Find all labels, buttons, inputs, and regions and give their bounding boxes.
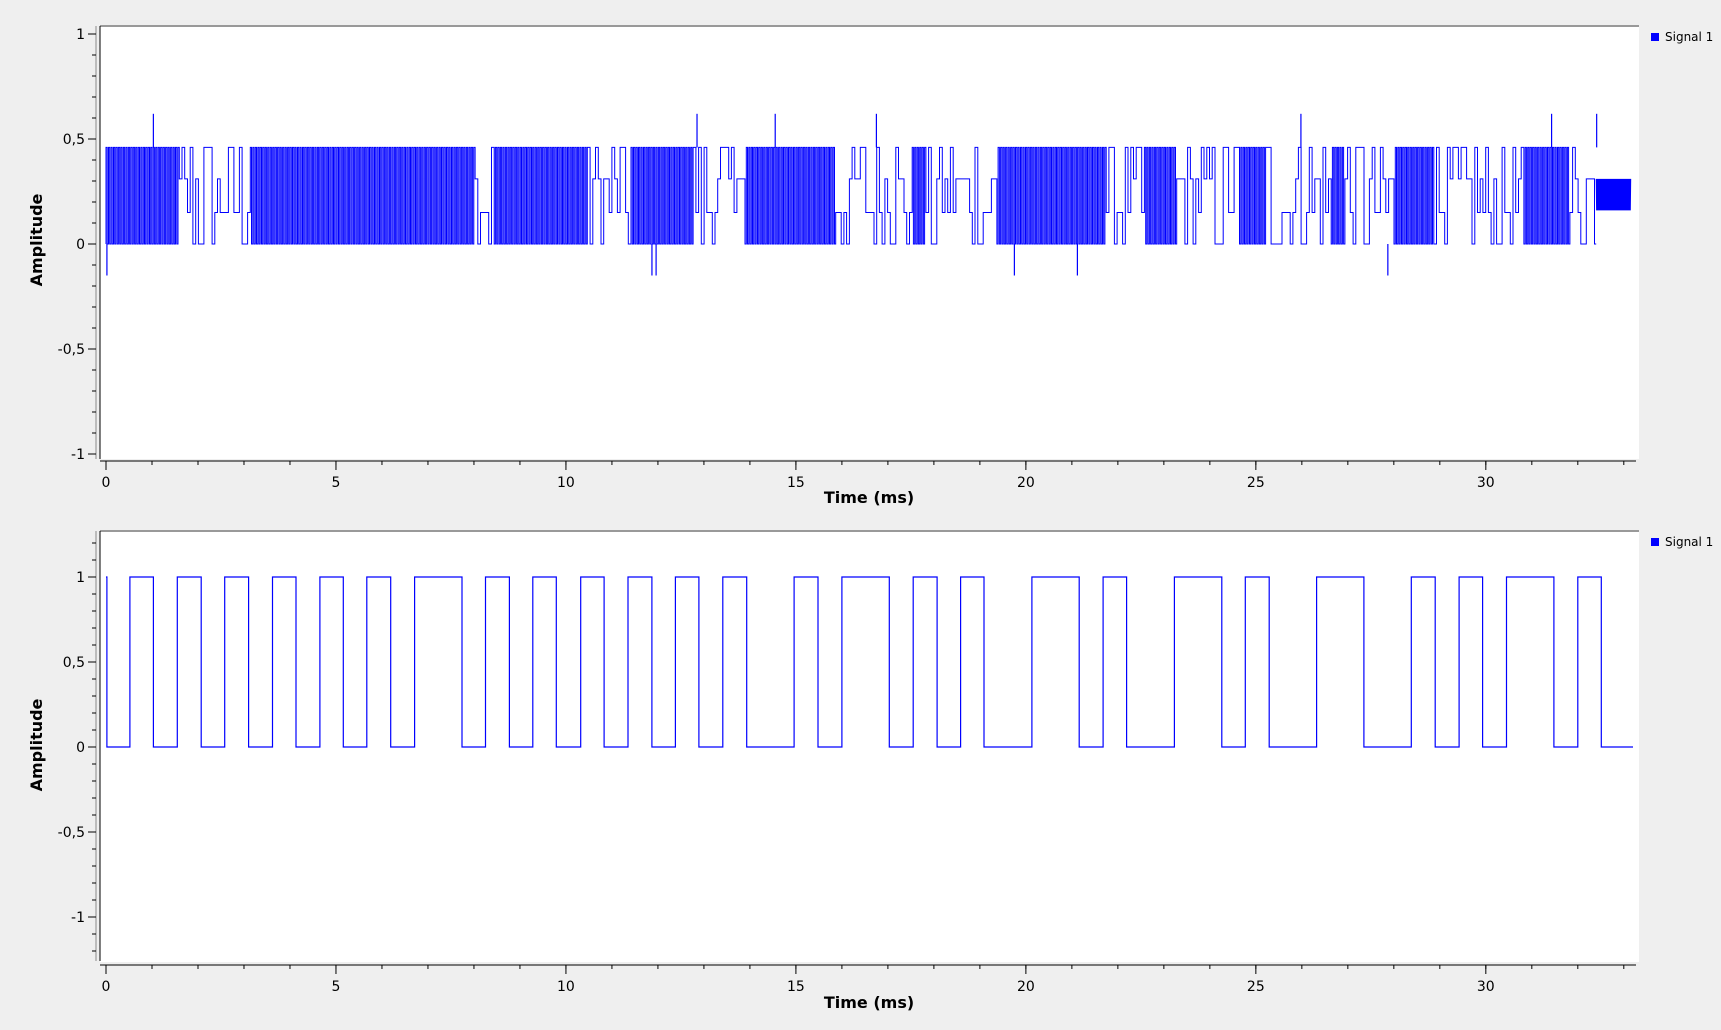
- y-tick-label: 0: [76, 740, 85, 756]
- x-tick-label: 25: [1247, 979, 1265, 995]
- x-tick-label: 15: [787, 475, 805, 491]
- x-tick-label: 5: [332, 475, 341, 491]
- y-tick-label: -1: [71, 910, 85, 926]
- legend-swatch: [1651, 33, 1659, 41]
- y-axis-title: Amplitude: [27, 193, 46, 286]
- y-tick-label: -0,5: [58, 342, 85, 358]
- legend: Signal 1: [1651, 30, 1713, 44]
- legend-label: Signal 1: [1665, 30, 1713, 44]
- x-tick-label: 20: [1017, 475, 1035, 491]
- y-tick-label: 1: [76, 570, 85, 586]
- x-axis-title: Time (ms): [824, 993, 914, 1012]
- series-line-signal-1: [105, 146, 1597, 245]
- x-tick-label: 30: [1477, 475, 1495, 491]
- y-tick-label: 1: [76, 27, 85, 43]
- legend: Signal 1: [1651, 535, 1713, 549]
- chart-top: 1 0,5 0 -0,5 -1 Amplitude 0 5 10 15 20 25 30 Time (ms…: [27, 25, 1713, 507]
- y-tick-label: -0,5: [58, 825, 85, 841]
- x-axis-title: Time (ms): [824, 488, 914, 507]
- y-axis-title: Amplitude: [27, 698, 46, 791]
- y-tick-label: 0: [76, 237, 85, 253]
- x-tick-label: 0: [102, 979, 111, 995]
- x-tick-label: 10: [557, 979, 575, 995]
- x-tick-label: 0: [102, 475, 111, 491]
- y-tick-label: -1: [71, 447, 85, 463]
- y-tick-label: 0,5: [63, 655, 85, 671]
- series-tail-signal-1: [1595, 178, 1632, 211]
- x-tick-label: 5: [332, 979, 341, 995]
- x-tick-label: 25: [1247, 475, 1265, 491]
- plot-area: [100, 26, 1639, 459]
- legend-swatch: [1651, 538, 1659, 546]
- legend-label: Signal 1: [1665, 535, 1713, 549]
- series-line-signal-1: [106, 576, 1633, 748]
- x-tick-label: 30: [1477, 979, 1495, 995]
- x-tick-label: 20: [1017, 979, 1035, 995]
- chart-bottom: 1 0,5 0 -0,5 -1 Amplitude 0 5 10 15 20 25 30 Time (ms…: [27, 530, 1713, 1012]
- y-tick-label: 0,5: [63, 132, 85, 148]
- x-tick-label: 15: [787, 979, 805, 995]
- x-tick-label: 10: [557, 475, 575, 491]
